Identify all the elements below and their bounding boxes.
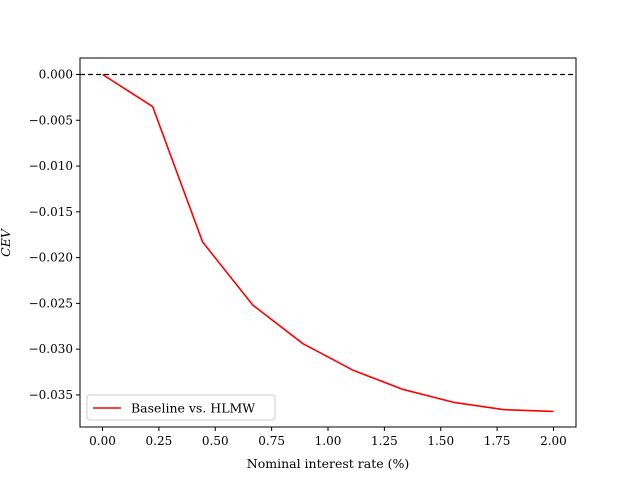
x-tick-label: 0.75 [258, 434, 285, 448]
plot-background [80, 58, 576, 427]
x-tick-label: 1.50 [427, 434, 454, 448]
y-tick-label: −0.035 [29, 388, 73, 402]
x-tick-label: 0.25 [146, 434, 173, 448]
series-layer [102, 73, 554, 413]
legend: Baseline vs. HLMW [86, 394, 276, 421]
x-tick-label: 1.75 [484, 434, 511, 448]
y-tick-label: −0.005 [29, 113, 73, 127]
x-tick-label: 0.50 [202, 434, 229, 448]
legend-box [86, 394, 276, 421]
y-tick-label: −0.025 [29, 296, 73, 310]
x-tick-label: 1.00 [315, 434, 342, 448]
y-tick-label: −0.015 [29, 205, 73, 219]
y-axis-ticks: 0.000 −0.005 −0.010 −0.015 −0.020 −0.025 −0.03… [29, 67, 80, 402]
legend-label: Baseline vs. HLMW [131, 401, 255, 416]
y-tick-label: 0.000 [39, 67, 73, 81]
x-tick-label: 0.00 [89, 434, 116, 448]
x-tick-label: 1.25 [371, 434, 398, 448]
x-tick-label: 2.00 [540, 434, 567, 448]
series-line-0 [102, 73, 554, 413]
y-axis-label: CEV [0, 227, 13, 257]
x-axis-ticks: 0.00 0.25 0.50 0.75 1.00 1.25 1.50 1.75 2.00 [89, 427, 567, 448]
y-tick-label: −0.010 [29, 159, 73, 173]
x-axis-label: Nominal interest rate (%) [247, 456, 410, 471]
y-tick-label: −0.020 [29, 251, 73, 265]
y-tick-label: −0.030 [29, 342, 73, 356]
